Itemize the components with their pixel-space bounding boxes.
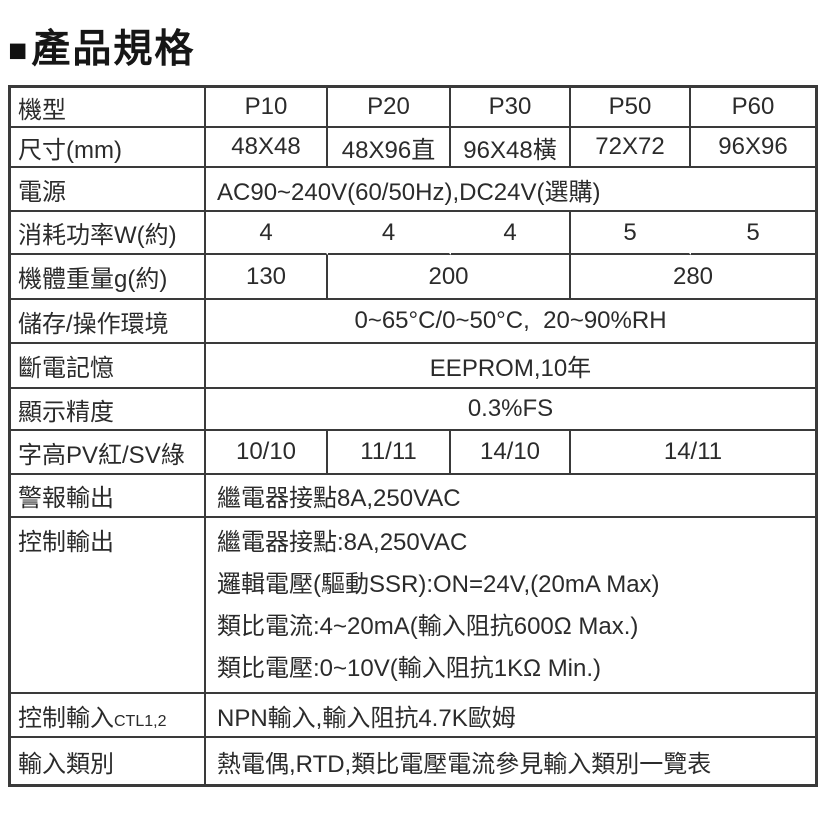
cell-memory: EEPROM,10年 (206, 344, 815, 389)
cell-weight-280: 280 (571, 255, 815, 300)
row-label-memory: 斷電記憶 (11, 344, 206, 389)
row-label-display-accuracy: 顯示精度 (11, 389, 206, 431)
cell-weight-130: 130 (206, 255, 328, 300)
cell-display-accuracy: 0.3%FS (206, 389, 815, 431)
row-model: 機型 P10 P20 P30 P50 P60 (11, 88, 815, 128)
cell-size-p30: 96X48橫 (451, 128, 571, 168)
cell-digit-height-p20: 11/11 (328, 431, 451, 475)
row-digit-height: 字高PV紅/SV綠 10/10 11/11 14/10 14/11 (11, 431, 815, 475)
row-label-digit-height: 字高PV紅/SV綠 (11, 431, 206, 475)
row-input-type: 輸入類別 熱電偶,RTD,類比電壓電流參見輸入類別一覽表 (11, 738, 815, 784)
control-input-label-text: 控制輸入 (18, 704, 114, 732)
cell-model-p60: P60 (691, 88, 815, 128)
row-power-supply: 電源 AC90~240V(60/50Hz),DC24V(選購) (11, 168, 815, 212)
cell-model-p20: P20 (328, 88, 451, 128)
cell-size-p60: 96X96 (691, 128, 815, 168)
row-label-alarm-output: 警報輸出 (11, 475, 206, 518)
row-label-environment: 儲存/操作環境 (11, 300, 206, 344)
row-size: 尺寸(mm) 48X48 48X96直 96X48橫 72X72 96X96 (11, 128, 815, 168)
row-weight: 機體重量g(約) 130 200 280 (11, 255, 815, 300)
cell-control-input: NPN輸入,輸入阻抗4.7K歐姆 (206, 694, 815, 738)
title-bullet-icon: ■ (8, 31, 30, 68)
cell-model-p30: P30 (451, 88, 571, 128)
row-label-input-type: 輸入類別 (11, 738, 206, 784)
row-control-output: 控制輸出 繼電器接點:8A,250VAC 邏輯電壓(驅動SSR):ON=24V,… (11, 518, 815, 694)
row-label-power-supply: 電源 (11, 168, 206, 212)
cell-size-p20: 48X96直 (328, 128, 451, 168)
row-alarm-output: 警報輸出 繼電器接點8A,250VAC (11, 475, 815, 518)
cell-alarm-output: 繼電器接點8A,250VAC (206, 475, 815, 518)
row-display-accuracy: 顯示精度 0.3%FS (11, 389, 815, 431)
row-label-control-output: 控制輸出 (11, 518, 206, 694)
cell-watt-p50: 5 (571, 212, 691, 255)
control-output-logic-voltage: 邏輯電壓(驅動SSR):ON=24V,(20mA Max) (217, 571, 660, 598)
cell-digit-height-p10: 10/10 (206, 431, 328, 475)
row-memory: 斷電記憶 EEPROM,10年 (11, 344, 815, 389)
cell-digit-height-p50-p60: 14/11 (571, 431, 815, 475)
control-output-analog-current: 類比電流:4~20mA(輸入阻抗600Ω Max.) (217, 613, 639, 640)
cell-control-output: 繼電器接點:8A,250VAC 邏輯電壓(驅動SSR):ON=24V,(20mA… (206, 518, 815, 694)
cell-watt-p30: 4 (451, 212, 571, 255)
row-power-consumption: 消耗功率W(約) 4 4 4 5 5 (11, 212, 815, 255)
row-control-input: 控制輸入CTL1,2 NPN輸入,輸入阻抗4.7K歐姆 (11, 694, 815, 738)
page-title-text: 產品規格 (31, 28, 196, 71)
cell-watt-p60: 5 (691, 212, 815, 255)
cell-environment: 0~65°C/0~50°C, 20~90%RH (206, 300, 815, 344)
cell-watt-p20: 4 (328, 212, 451, 255)
cell-watt-p10: 4 (206, 212, 328, 255)
cell-size-p10: 48X48 (206, 128, 328, 168)
row-label-size: 尺寸(mm) (11, 128, 206, 168)
cell-input-type: 熱電偶,RTD,類比電壓電流參見輸入類別一覽表 (217, 750, 712, 778)
row-label-power-consumption: 消耗功率W(約) (11, 212, 206, 255)
row-label-control-input: 控制輸入CTL1,2 (11, 694, 206, 738)
control-output-analog-voltage: 類比電壓:0~10V(輸入阻抗1KΩ Min.) (217, 655, 602, 682)
cell-power-supply: AC90~240V(60/50Hz),DC24V(選購) (206, 168, 815, 212)
cell-digit-height-p30: 14/10 (451, 431, 571, 475)
cell-weight-200: 200 (328, 255, 571, 300)
control-output-relay: 繼電器接點:8A,250VAC (217, 529, 468, 556)
cell-size-p50: 72X72 (571, 128, 691, 168)
page-title: ■ 產品規格 (8, 30, 195, 69)
cell-model-p10: P10 (206, 88, 328, 128)
row-label-model: 機型 (11, 88, 206, 128)
row-label-weight: 機體重量g(約) (11, 255, 206, 300)
spec-table: 機型 P10 P20 P30 P50 P60 尺寸(mm) 48X48 48X9… (8, 85, 818, 787)
control-input-label-suffix: CTL1,2 (114, 712, 167, 730)
row-environment: 儲存/操作環境 0~65°C/0~50°C, 20~90%RH (11, 300, 815, 344)
cell-model-p50: P50 (571, 88, 691, 128)
